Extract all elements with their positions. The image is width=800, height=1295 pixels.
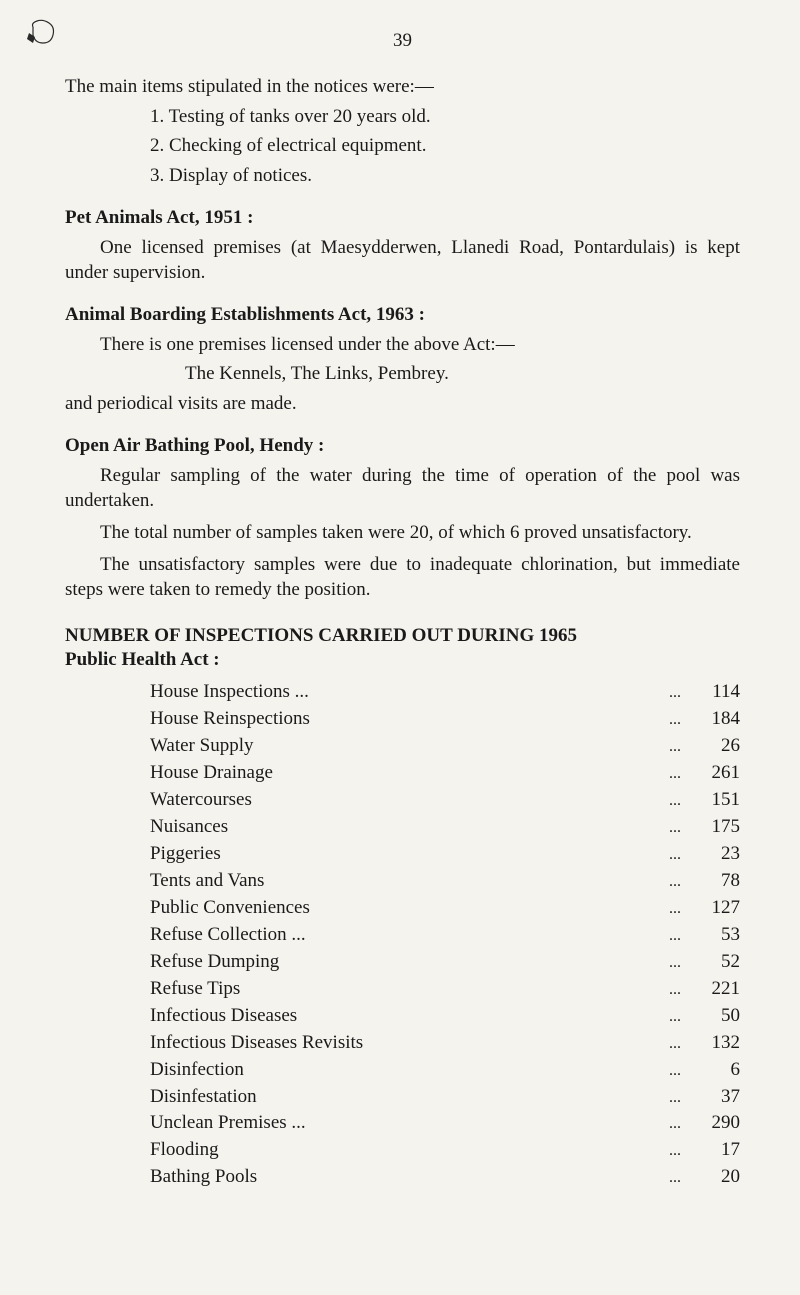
- table-row: Watercourses...151: [150, 787, 740, 814]
- table-row: Refuse Tips...221: [150, 976, 740, 1003]
- row-label: Refuse Collection ...: [150, 922, 306, 949]
- row-value: 52: [685, 949, 740, 976]
- row-prefix: ...: [669, 1113, 685, 1136]
- row-prefix: ...: [669, 1140, 685, 1163]
- row-prefix: ...: [669, 952, 685, 975]
- inspections-subheading: Public Health Act :: [65, 649, 740, 671]
- row-label: Watercourses: [150, 787, 252, 814]
- row-prefix: ...: [669, 1033, 685, 1056]
- row-value: 17: [685, 1137, 740, 1164]
- row-prefix: ...: [669, 682, 685, 705]
- row-value: 261: [685, 760, 740, 787]
- row-label: Tents and Vans: [150, 868, 264, 895]
- pet-animals-heading: Pet Animals Act, 1951 :: [65, 207, 740, 229]
- boarding-heading: Animal Boarding Establishments Act, 1963…: [65, 304, 740, 326]
- row-label: Water Supply: [150, 733, 253, 760]
- row-value: 37: [685, 1084, 740, 1111]
- row-label: Infectious Diseases: [150, 1003, 297, 1030]
- table-row: House Drainage...261: [150, 760, 740, 787]
- row-value: 151: [685, 787, 740, 814]
- row-value: 26: [685, 733, 740, 760]
- row-prefix: ...: [669, 736, 685, 759]
- row-prefix: ...: [669, 925, 685, 948]
- bathing-p2: The total number of samples taken were 2…: [65, 520, 740, 546]
- row-prefix: ...: [669, 1060, 685, 1083]
- row-label: Nuisances: [150, 814, 228, 841]
- table-row: Infectious Diseases...50: [150, 1003, 740, 1030]
- boarding-line3: and periodical visits are made.: [65, 391, 740, 417]
- table-row: Disinfestation...37: [150, 1084, 740, 1111]
- table-row: Flooding...17: [150, 1137, 740, 1164]
- boarding-line1: There is one premises licensed under the…: [65, 332, 740, 358]
- list-item-3: 3. Display of notices.: [65, 163, 740, 189]
- row-label: House Inspections ...: [150, 679, 309, 706]
- row-label: Piggeries: [150, 841, 221, 868]
- page-mark-icon: [25, 15, 65, 55]
- row-value: 132: [685, 1030, 740, 1057]
- table-row: Refuse Collection ......53: [150, 922, 740, 949]
- row-label: House Drainage: [150, 760, 273, 787]
- row-value: 20: [685, 1164, 740, 1191]
- row-label: Public Conveniences: [150, 895, 310, 922]
- table-row: Disinfection...6: [150, 1057, 740, 1084]
- row-value: 78: [685, 868, 740, 895]
- row-label: Refuse Dumping: [150, 949, 279, 976]
- row-prefix: ...: [669, 979, 685, 1002]
- table-row: Nuisances...175: [150, 814, 740, 841]
- row-label: Disinfestation: [150, 1084, 257, 1111]
- table-row: Piggeries...23: [150, 841, 740, 868]
- table-row: House Reinspections...184: [150, 706, 740, 733]
- table-row: Public Conveniences...127: [150, 895, 740, 922]
- page-number: 39: [65, 30, 740, 52]
- inspections-table: House Inspections ......114House Reinspe…: [65, 679, 740, 1191]
- intro-text: The main items stipulated in the notices…: [65, 74, 740, 100]
- row-value: 175: [685, 814, 740, 841]
- table-row: Infectious Diseases Revisits...132: [150, 1030, 740, 1057]
- row-prefix: ...: [669, 763, 685, 786]
- table-row: Refuse Dumping...52: [150, 949, 740, 976]
- row-value: 50: [685, 1003, 740, 1030]
- row-value: 127: [685, 895, 740, 922]
- row-label: Refuse Tips: [150, 976, 240, 1003]
- row-prefix: ...: [669, 709, 685, 732]
- row-prefix: ...: [669, 790, 685, 813]
- bathing-p3: The unsatisfactory samples were due to i…: [65, 552, 740, 603]
- row-prefix: ...: [669, 1006, 685, 1029]
- row-prefix: ...: [669, 817, 685, 840]
- table-row: House Inspections ......114: [150, 679, 740, 706]
- row-value: 221: [685, 976, 740, 1003]
- boarding-line2: The Kennels, The Links, Pembrey.: [65, 361, 740, 387]
- pet-animals-body: One licensed premises (at Maesydderwen, …: [65, 235, 740, 286]
- row-value: 53: [685, 922, 740, 949]
- row-label: Flooding: [150, 1137, 219, 1164]
- row-value: 184: [685, 706, 740, 733]
- row-prefix: ...: [669, 898, 685, 921]
- row-prefix: ...: [669, 1087, 685, 1110]
- row-prefix: ...: [669, 1167, 685, 1190]
- row-label: Infectious Diseases Revisits: [150, 1030, 363, 1057]
- list-item-1: 1. Testing of tanks over 20 years old.: [65, 104, 740, 130]
- table-row: Tents and Vans...78: [150, 868, 740, 895]
- table-row: Water Supply...26: [150, 733, 740, 760]
- list-item-2: 2. Checking of electrical equipment.: [65, 133, 740, 159]
- bathing-heading: Open Air Bathing Pool, Hendy :: [65, 435, 740, 457]
- row-label: Disinfection: [150, 1057, 244, 1084]
- inspections-heading: NUMBER OF INSPECTIONS CARRIED OUT DURING…: [65, 625, 740, 647]
- table-row: Unclean Premises ......290: [150, 1110, 740, 1137]
- row-value: 23: [685, 841, 740, 868]
- bathing-p1: Regular sampling of the water during the…: [65, 463, 740, 514]
- row-label: Unclean Premises ...: [150, 1110, 306, 1137]
- row-value: 114: [685, 679, 740, 706]
- row-label: House Reinspections: [150, 706, 310, 733]
- row-label: Bathing Pools: [150, 1164, 257, 1191]
- row-prefix: ...: [669, 871, 685, 894]
- row-value: 290: [685, 1110, 740, 1137]
- row-prefix: ...: [669, 844, 685, 867]
- row-value: 6: [685, 1057, 740, 1084]
- table-row: Bathing Pools...20: [150, 1164, 740, 1191]
